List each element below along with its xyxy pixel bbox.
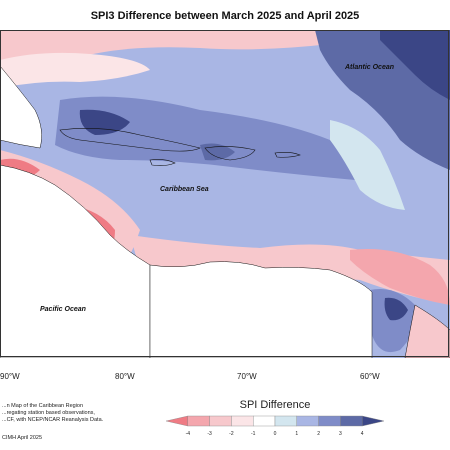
legend-swatch — [231, 415, 254, 427]
land-central-america — [0, 164, 151, 358]
label-pacific-ocean: Pacific Ocean — [40, 306, 86, 313]
land-jamaica — [149, 159, 176, 166]
legend-swatch — [187, 415, 210, 427]
land-guyanas-east — [404, 304, 450, 358]
lon-label-70w: 70°W — [237, 372, 257, 381]
legend-tick-label: -1 — [251, 431, 256, 437]
lon-label-90w: 90°W — [0, 372, 20, 381]
credit-footer: CIMH April 2025 — [2, 435, 43, 441]
lon-label-80w: 80°W — [115, 372, 135, 381]
legend-swatch — [274, 415, 297, 427]
zone-atlantic-core — [380, 30, 450, 100]
land-hispaniola — [204, 146, 256, 161]
map-title: SPI3 Difference between March 2025 and A… — [90, 10, 360, 22]
spi-map — [0, 30, 450, 358]
legend-swatch — [252, 415, 276, 427]
zone-guyana-wet — [370, 289, 416, 353]
legend-swatch — [296, 415, 319, 427]
legend-tick-label: -3 — [207, 431, 212, 437]
zone-guyana-core — [384, 297, 408, 321]
credit-line-2: ...regating station based observations, — [2, 410, 95, 416]
land-south-america — [149, 261, 373, 358]
legend-tick-label: 3 — [339, 431, 342, 437]
land-puerto-rico — [274, 152, 301, 158]
label-atlantic-ocean: Atlantic Ocean — [345, 64, 395, 71]
land-florida — [0, 65, 42, 149]
legend-title: SPI Difference — [239, 399, 311, 411]
legend-tick-label: -4 — [186, 431, 191, 437]
credit-line-3: ...CF, with NCEP/NCAR Reanalysis Data. — [2, 417, 104, 423]
zone-lesser-antilles — [330, 120, 405, 210]
legend-colorbar: -4 -3 -2 -1 0 1 2 3 4 — [165, 415, 385, 437]
legend-swatch — [209, 415, 232, 427]
credit-line-1: ...n Map of the Caribbean Region — [2, 403, 84, 409]
zone-caribbean-sea — [119, 180, 350, 235]
zone-antilles — [55, 96, 356, 180]
legend-tick-label: 0 — [274, 431, 277, 437]
legend-swatch — [340, 415, 363, 427]
lon-label-60w: 60°W — [360, 372, 380, 381]
legend-tick-label: 4 — [361, 431, 364, 437]
legend-tick-label: 2 — [317, 431, 320, 437]
zone-top-left-neutral — [0, 52, 150, 88]
land-cuba — [59, 128, 201, 152]
legend-swatch — [318, 415, 341, 427]
zone-sa-east — [350, 249, 450, 305]
legend-swatch — [165, 415, 188, 427]
label-caribbean-sea: Caribbean Sea — [160, 186, 209, 193]
legend-tick-label: 1 — [295, 431, 298, 437]
legend-swatch — [361, 415, 385, 427]
legend-tick-label: -2 — [229, 431, 234, 437]
